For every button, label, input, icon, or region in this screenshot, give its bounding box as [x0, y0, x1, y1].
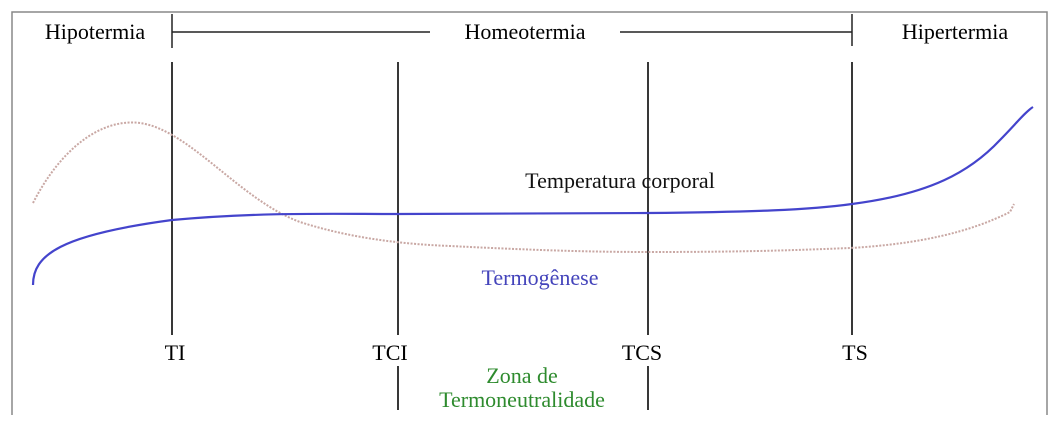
threshold-label: TCI [372, 340, 407, 365]
body-temperature-curve [31, 106, 1034, 286]
region-label: Hipotermia [45, 19, 145, 44]
curve-label: Temperatura corporal [525, 168, 715, 193]
zone-label: Zona de [486, 363, 557, 388]
threshold-label: TI [165, 340, 186, 365]
zone-label: Termoneutralidade [439, 387, 605, 412]
region-label: Homeotermia [465, 19, 586, 44]
frame [11, 11, 1048, 415]
thermogenesis-curve [32, 121, 1015, 254]
threshold-label: TS [842, 340, 868, 365]
curve-label: Termogênese [482, 265, 599, 290]
region-label: Hipertermia [902, 19, 1009, 44]
threshold-label: TCS [622, 340, 662, 365]
